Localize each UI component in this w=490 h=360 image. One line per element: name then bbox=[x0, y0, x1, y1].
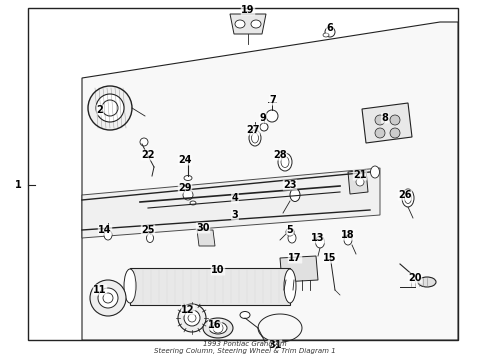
Circle shape bbox=[140, 138, 148, 146]
Text: 9: 9 bbox=[260, 113, 267, 123]
Ellipse shape bbox=[251, 20, 261, 28]
Text: 22: 22 bbox=[141, 150, 155, 160]
Ellipse shape bbox=[209, 322, 227, 334]
Circle shape bbox=[375, 115, 385, 125]
Circle shape bbox=[96, 94, 124, 122]
Circle shape bbox=[88, 86, 132, 130]
Ellipse shape bbox=[278, 153, 292, 171]
Text: 21: 21 bbox=[353, 170, 367, 180]
Ellipse shape bbox=[323, 33, 329, 37]
Text: 6: 6 bbox=[327, 23, 333, 33]
Ellipse shape bbox=[235, 20, 245, 28]
Text: 27: 27 bbox=[246, 125, 260, 135]
Circle shape bbox=[184, 310, 200, 326]
Polygon shape bbox=[82, 22, 458, 340]
Text: 5: 5 bbox=[287, 225, 294, 235]
Ellipse shape bbox=[284, 269, 296, 303]
Ellipse shape bbox=[344, 235, 352, 245]
Ellipse shape bbox=[288, 233, 296, 243]
Polygon shape bbox=[362, 103, 412, 143]
Circle shape bbox=[103, 293, 113, 303]
Text: 18: 18 bbox=[341, 230, 355, 240]
Circle shape bbox=[213, 323, 223, 333]
Text: 29: 29 bbox=[178, 183, 192, 193]
Polygon shape bbox=[28, 8, 458, 340]
Ellipse shape bbox=[190, 201, 196, 205]
Ellipse shape bbox=[370, 166, 379, 178]
Text: 20: 20 bbox=[408, 273, 422, 283]
Ellipse shape bbox=[251, 133, 259, 143]
Ellipse shape bbox=[418, 277, 436, 287]
Text: 10: 10 bbox=[211, 265, 225, 275]
Text: 8: 8 bbox=[382, 113, 389, 123]
Text: 19: 19 bbox=[241, 5, 255, 15]
Ellipse shape bbox=[281, 157, 289, 167]
Polygon shape bbox=[280, 256, 318, 282]
Circle shape bbox=[266, 110, 278, 122]
Ellipse shape bbox=[184, 175, 192, 180]
Circle shape bbox=[188, 314, 196, 322]
Polygon shape bbox=[197, 230, 215, 246]
Circle shape bbox=[356, 178, 364, 186]
Ellipse shape bbox=[240, 311, 250, 319]
Text: 28: 28 bbox=[273, 150, 287, 160]
Circle shape bbox=[98, 288, 118, 308]
Text: 17: 17 bbox=[288, 253, 302, 263]
Ellipse shape bbox=[147, 234, 153, 243]
Circle shape bbox=[375, 128, 385, 138]
Text: 2: 2 bbox=[97, 105, 103, 115]
Polygon shape bbox=[130, 268, 290, 305]
Text: 26: 26 bbox=[398, 190, 412, 200]
Text: 25: 25 bbox=[141, 225, 155, 235]
Circle shape bbox=[390, 128, 400, 138]
Polygon shape bbox=[230, 14, 266, 34]
Text: 4: 4 bbox=[232, 193, 238, 203]
Ellipse shape bbox=[249, 130, 261, 146]
Text: 23: 23 bbox=[283, 180, 297, 190]
Ellipse shape bbox=[104, 230, 112, 240]
Circle shape bbox=[178, 304, 206, 332]
Circle shape bbox=[286, 228, 294, 236]
Text: 1: 1 bbox=[15, 180, 22, 190]
Ellipse shape bbox=[290, 189, 300, 202]
Ellipse shape bbox=[316, 236, 324, 248]
Ellipse shape bbox=[203, 318, 233, 338]
Circle shape bbox=[260, 123, 268, 131]
Polygon shape bbox=[348, 170, 368, 194]
Text: 14: 14 bbox=[98, 225, 112, 235]
Circle shape bbox=[102, 100, 118, 116]
Text: 15: 15 bbox=[323, 253, 337, 263]
Ellipse shape bbox=[402, 189, 414, 207]
Ellipse shape bbox=[124, 269, 136, 303]
Polygon shape bbox=[82, 168, 380, 238]
Circle shape bbox=[325, 27, 335, 37]
Text: 7: 7 bbox=[270, 95, 276, 105]
Text: 3: 3 bbox=[232, 210, 238, 220]
Text: 13: 13 bbox=[311, 233, 325, 243]
Text: 1993 Pontiac Grand Am
Steering Column, Steering Wheel & Trim Diagram 1: 1993 Pontiac Grand Am Steering Column, S… bbox=[154, 341, 336, 354]
Text: 11: 11 bbox=[93, 285, 107, 295]
Ellipse shape bbox=[405, 193, 412, 203]
Text: 30: 30 bbox=[196, 223, 210, 233]
Text: 31: 31 bbox=[268, 340, 282, 350]
Text: 24: 24 bbox=[178, 155, 192, 165]
Circle shape bbox=[183, 190, 193, 200]
Circle shape bbox=[390, 115, 400, 125]
Text: 12: 12 bbox=[181, 305, 195, 315]
Circle shape bbox=[90, 280, 126, 316]
Text: 16: 16 bbox=[208, 320, 222, 330]
